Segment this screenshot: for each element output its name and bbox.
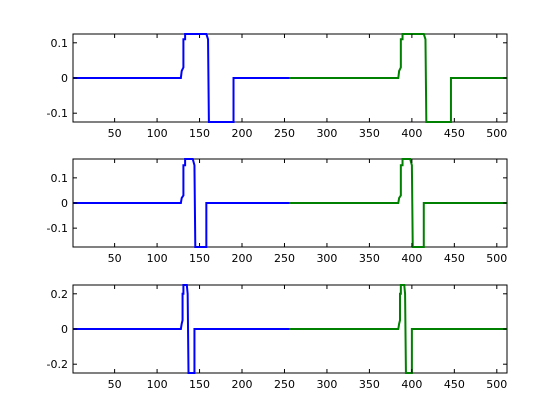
x-tick-label: 350 [359,252,380,265]
x-tick-label: 400 [401,252,422,265]
series-line-2 [289,33,507,123]
x-tick-label: 350 [359,378,380,391]
x-tick-label: 450 [444,252,465,265]
x-tick-label: 250 [274,378,295,391]
x-tick-label: 400 [401,378,422,391]
y-tick-label: -0.2 [47,358,68,371]
x-tick-label: 300 [316,127,337,140]
x-tick-label: 400 [401,127,422,140]
y-tick-label: 0.1 [51,172,69,185]
x-tick-label: 100 [147,378,168,391]
x-tick-label: 150 [189,378,210,391]
x-tick-label: 300 [316,252,337,265]
y-tick-label: 0 [61,323,68,336]
x-tick-label: 350 [359,127,380,140]
x-tick-label: 50 [108,127,122,140]
x-tick-label: 450 [444,378,465,391]
series-line-1 [73,284,290,374]
x-tick-label: 150 [189,252,210,265]
x-tick-label: 150 [189,127,210,140]
x-tick-label: 100 [147,252,168,265]
y-tick-label: -0.1 [47,107,68,120]
x-tick-label: 300 [316,378,337,391]
x-tick-label: 200 [232,252,253,265]
x-tick-label: 200 [232,127,253,140]
y-tick-label: 0 [61,197,68,210]
x-tick-label: 450 [444,127,465,140]
x-tick-label: 500 [486,252,507,265]
series-line-1 [73,33,290,123]
axes-2: 50 100 150 200 250 300 350 400 450 500 -0.1 0 0.1 [47,158,508,265]
series-line-2 [289,158,507,248]
y-tick-label: -0.1 [47,222,68,235]
y-tick-label: 0.1 [51,37,69,50]
x-tick-label: 50 [108,378,122,391]
x-tick-label: 100 [147,127,168,140]
axes-3: 50 100 150 200 250 300 350 400 450 500 -0.2 0 0.2 [47,284,508,391]
x-tick-label: 500 [486,127,507,140]
x-tick-label: 250 [274,127,295,140]
y-tick-label: 0.2 [51,288,69,301]
y-tick-label: 0 [61,72,68,85]
series-line-1 [73,158,290,248]
axes-1: 50 100 150 200 250 300 350 400 450 500 -0.1 0 0.1 [47,33,508,140]
x-tick-label: 250 [274,252,295,265]
x-tick-label: 200 [232,378,253,391]
x-tick-label: 500 [486,378,507,391]
x-tick-label: 50 [108,252,122,265]
